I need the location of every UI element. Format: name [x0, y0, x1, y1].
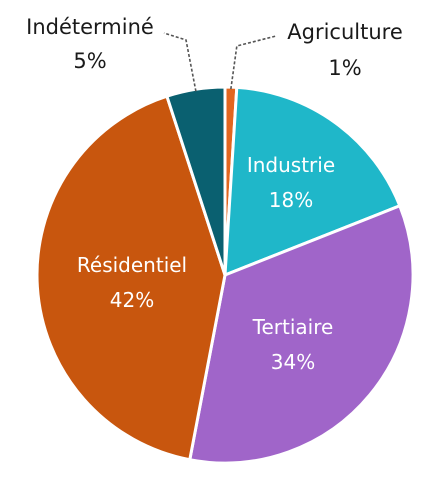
pie-slices [35, 85, 415, 465]
leader-lines [163, 32, 277, 92]
agriculture-leader-line [230, 35, 277, 90]
tertiaire-label: Tertiaire [252, 315, 334, 339]
agriculture-label: Agriculture [287, 20, 403, 44]
residentiel-value: 42% [110, 288, 154, 312]
industrie-label: Industrie [247, 153, 335, 177]
slice-labels: Indéterminé 5% Agriculture 1% Industrie … [26, 15, 403, 374]
pie-slice-industrie [223, 85, 402, 277]
industrie-value: 18% [269, 188, 313, 212]
indetermine-leader-line [163, 32, 197, 92]
indetermine-label: Indéterminé [26, 15, 154, 39]
tertiaire-value: 34% [271, 350, 315, 374]
pie-slice-tertiaire [188, 204, 415, 465]
agriculture-value: 1% [328, 56, 361, 80]
indetermine-value: 5% [73, 49, 106, 73]
pie-slice-residentiel [35, 94, 227, 462]
residentiel-label: Résidentiel [77, 253, 187, 277]
